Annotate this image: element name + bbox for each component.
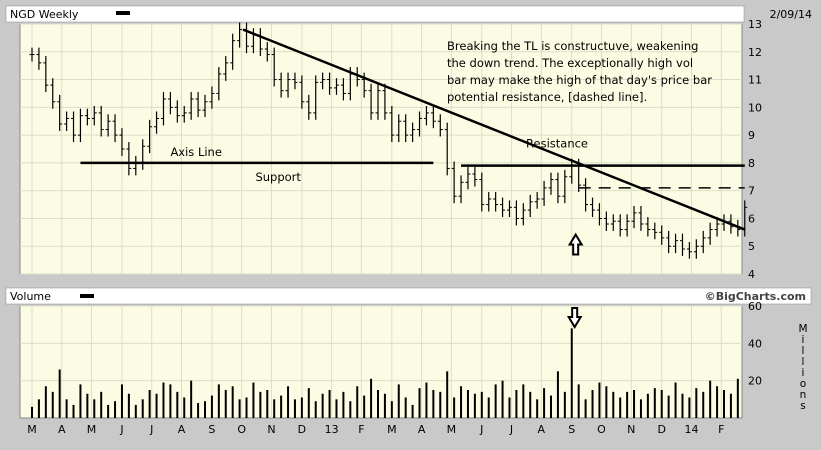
down-arrow-icon [566,307,583,329]
volume-plot-area [19,305,743,419]
x-tick-label: J [119,423,123,436]
annotation-line: potential resistance, [dashed line]. [447,90,647,104]
volume-y-tick-label: 60 [748,300,762,313]
down-arrow-shape [566,307,583,329]
axis-line-label: Axis Line [170,145,221,159]
x-tick-label: F [718,423,724,436]
price-header-bar [5,5,745,23]
x-tick-label: M [87,423,97,436]
price-y-axis: 4 5 6 7 8 9 10 11 12 13 [748,18,762,281]
price-y-tick-label: 6 [748,212,755,225]
price-y-tick-label: 4 [748,268,755,281]
x-tick-label: A [58,423,66,436]
volume-grid [20,305,742,418]
x-tick-label: S [208,423,215,436]
annotation-line: the down trend. The exceptionally high v… [447,56,693,70]
price-y-tick-label: 5 [748,240,755,253]
up-arrow-shape [567,232,584,256]
annotation-text: Breaking the TL is constructuve, weakeni… [447,39,712,104]
x-tick-label: F [358,423,364,436]
x-tick-label: J [479,423,483,436]
volume-ylabel-letter: i [802,367,805,379]
volume-ylabel-letter: o [800,378,806,390]
trend-line [242,28,746,231]
x-tick-label: M [447,423,457,436]
x-tick-label: S [568,423,575,436]
price-y-tick-label: 8 [748,157,755,170]
price-y-tick-label: 12 [748,46,762,59]
x-tick-label: M [387,423,397,436]
x-tick-label: 13 [325,423,339,436]
price-y-tick-label: 9 [748,129,755,142]
up-arrow-icon [567,232,584,256]
x-tick-label: A [418,423,426,436]
volume-ylabel-letter: i [802,334,805,346]
support-label: Support [255,170,301,184]
chart-date: 2/09/14 [770,8,812,21]
volume-ylabel-letter: l [802,345,805,357]
volume-ylabel-letter: l [802,356,805,368]
volume-y-tick-label: 20 [748,375,762,388]
legend-swatch-price [116,11,130,15]
ticker-label: NGD Weekly [10,8,79,21]
x-tick-label: N [267,423,275,436]
price-plot-area [19,23,743,275]
volume-label: Volume [10,290,51,303]
x-tick-label: D [657,423,665,436]
volume-bars [31,328,739,418]
annotation-line: bar may make the high of that day's pric… [447,73,712,87]
x-tick-label: A [178,423,186,436]
x-tick-label: 14 [684,423,698,436]
x-tick-label: M [27,423,37,436]
price-overlays [80,28,746,231]
brand-label: ©BigCharts.com [705,290,806,303]
price-bars [29,22,748,259]
x-tick-label: J [149,423,153,436]
x-tick-label: D [298,423,306,436]
price-y-tick-label: 7 [748,185,755,198]
legend-swatch-volume [80,294,94,298]
x-axis: M A M J J A S O N D 13 F M A M J J A S O N D 14 F [27,423,724,436]
x-tick-label: N [627,423,635,436]
x-tick-label: O [597,423,606,436]
price-y-tick-label: 10 [748,101,762,114]
volume-ylabel-letter: n [800,389,807,401]
volume-header-bar [5,287,812,305]
volume-y-tick-label: 40 [748,337,762,350]
price-y-tick-label: 11 [748,74,762,87]
annotation-line: Breaking the TL is constructuve, weakeni… [447,39,698,53]
volume-y-axis: 20 40 60 [748,300,762,388]
price-y-tick-label: 13 [748,18,762,31]
x-tick-label: J [509,423,513,436]
volume-ylabel-letter: M [798,323,807,335]
volume-ylabel-letter: s [800,400,805,412]
resistance-label: Resistance [526,137,588,151]
x-tick-label: A [538,423,546,436]
x-tick-label: O [237,423,246,436]
